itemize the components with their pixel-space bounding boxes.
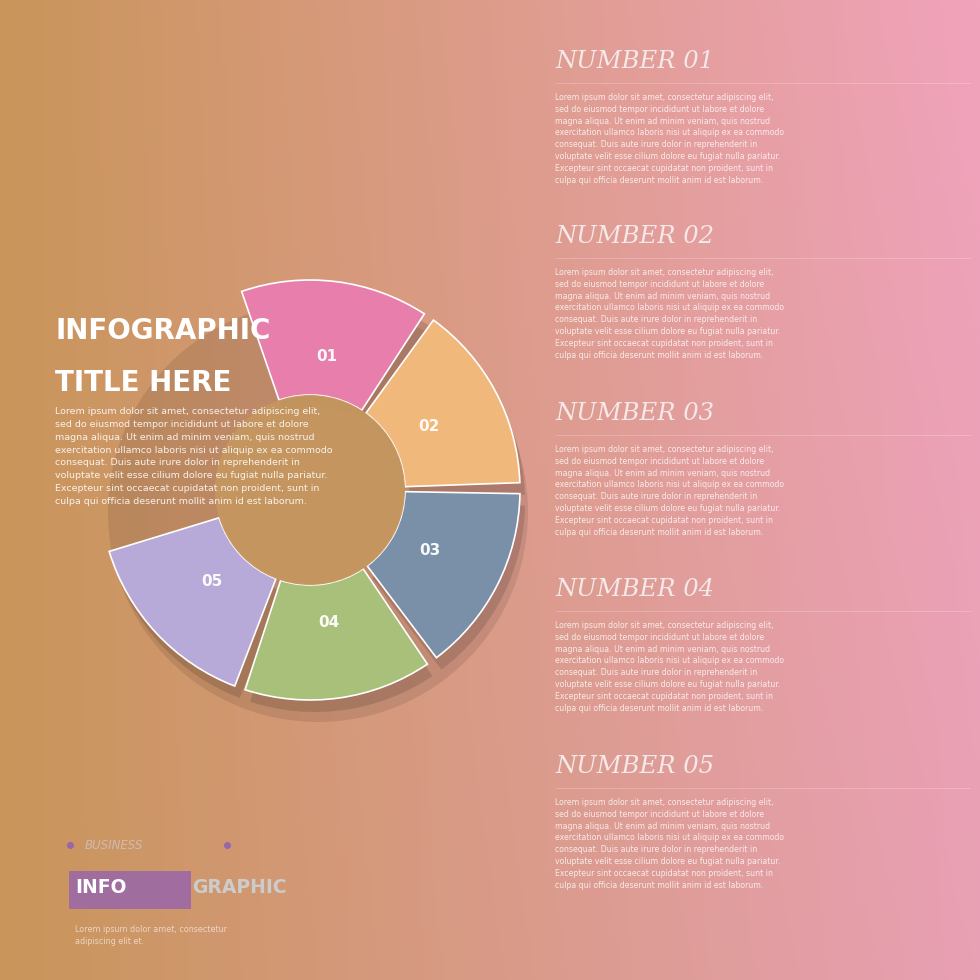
Wedge shape xyxy=(109,517,276,686)
Text: GRAPHIC: GRAPHIC xyxy=(192,877,286,897)
Text: Lorem ipsum dolor sit amet, consectetur adipiscing elit,
sed do eiusmod tempor i: Lorem ipsum dolor sit amet, consectetur … xyxy=(555,445,784,537)
Text: NUMBER 04: NUMBER 04 xyxy=(555,578,714,601)
Text: NUMBER 03: NUMBER 03 xyxy=(555,402,714,425)
Wedge shape xyxy=(242,280,424,411)
Text: Lorem ipsum dolor sit amet, consectetur adipiscing elit,
sed do eiusmod tempor i: Lorem ipsum dolor sit amet, consectetur … xyxy=(555,268,784,360)
Text: INFO: INFO xyxy=(75,877,126,897)
Text: 05: 05 xyxy=(201,574,222,589)
Text: NUMBER 05: NUMBER 05 xyxy=(555,755,714,778)
Wedge shape xyxy=(247,292,429,422)
Text: TITLE HERE: TITLE HERE xyxy=(55,369,231,397)
Wedge shape xyxy=(372,504,525,669)
Text: INFOGRAPHIC: INFOGRAPHIC xyxy=(55,317,270,345)
Text: Lorem ipsum dolor sit amet, consectetur adipiscing elit,
sed do eiusmod tempor i: Lorem ipsum dolor sit amet, consectetur … xyxy=(555,798,784,890)
Wedge shape xyxy=(115,530,281,698)
Wedge shape xyxy=(366,320,519,487)
Wedge shape xyxy=(368,492,520,658)
Text: 02: 02 xyxy=(417,419,439,434)
Text: 01: 01 xyxy=(316,349,337,365)
Text: Lorem ipsum dolor amet, consectetur
adipiscing elit et.: Lorem ipsum dolor amet, consectetur adip… xyxy=(75,925,227,946)
Wedge shape xyxy=(250,581,432,712)
Text: Lorem ipsum dolor sit amet, consectetur adipiscing elit,
sed do eiusmod tempor i: Lorem ipsum dolor sit amet, consectetur … xyxy=(555,621,784,712)
Circle shape xyxy=(108,302,528,722)
FancyBboxPatch shape xyxy=(69,871,191,909)
Wedge shape xyxy=(370,332,525,499)
Text: 03: 03 xyxy=(418,544,440,559)
Text: BUSINESS: BUSINESS xyxy=(85,839,143,852)
Text: NUMBER 02: NUMBER 02 xyxy=(555,225,714,248)
Circle shape xyxy=(215,395,405,585)
Text: Lorem ipsum dolor sit amet, consectetur adipiscing elit,
sed do eiusmod tempor i: Lorem ipsum dolor sit amet, consectetur … xyxy=(555,93,784,184)
Wedge shape xyxy=(245,568,427,700)
Text: NUMBER 01: NUMBER 01 xyxy=(555,50,714,73)
Text: 04: 04 xyxy=(318,615,339,630)
Text: Lorem ipsum dolor sit amet, consectetur adipiscing elit,
sed do eiusmod tempor i: Lorem ipsum dolor sit amet, consectetur … xyxy=(55,407,332,506)
